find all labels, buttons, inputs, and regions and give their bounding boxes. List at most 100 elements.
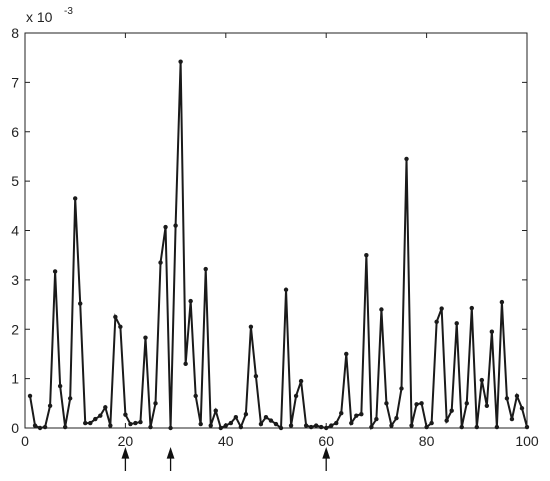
data-point — [268, 418, 274, 423]
data-point — [103, 405, 108, 410]
y-tick-label: 1 — [11, 371, 19, 387]
data-point — [439, 306, 444, 311]
data-point — [434, 319, 439, 325]
data-point — [479, 377, 485, 383]
data-point — [118, 324, 123, 329]
data-point — [329, 423, 334, 428]
arrow — [166, 446, 175, 471]
data-point — [409, 423, 414, 428]
data-point — [469, 305, 474, 311]
data-point — [349, 420, 354, 426]
data-point — [183, 361, 188, 367]
data-point — [47, 403, 53, 408]
data-point — [158, 260, 163, 265]
data-point — [173, 223, 178, 228]
data-point — [98, 413, 103, 418]
data-point — [394, 415, 399, 421]
data-point — [138, 419, 143, 425]
data-point — [379, 307, 384, 312]
y-scale-label: x 10 — [26, 9, 53, 25]
data-point — [88, 420, 93, 426]
data-point — [449, 408, 454, 413]
data-point — [37, 425, 43, 431]
data-point — [364, 252, 369, 258]
data-point — [263, 414, 269, 420]
data-point — [484, 403, 490, 408]
y-tick-label: 6 — [11, 124, 19, 140]
data-point — [52, 269, 58, 274]
data-point — [238, 424, 244, 430]
y-tick-label: 3 — [11, 272, 19, 288]
data-point — [313, 423, 319, 428]
data-point — [298, 378, 304, 384]
data-point — [384, 401, 389, 406]
x-tick-label: 20 — [118, 433, 134, 449]
data-point — [424, 424, 429, 430]
data-point — [188, 298, 193, 304]
arrow — [121, 446, 130, 471]
data-point — [389, 423, 394, 428]
data-point — [253, 373, 259, 379]
data-point — [303, 423, 309, 428]
data-point — [354, 413, 359, 418]
data-point — [168, 425, 173, 431]
y-tick-label: 4 — [11, 223, 19, 239]
data-point — [369, 424, 374, 430]
data-point — [494, 424, 500, 430]
y-tick-label: 5 — [11, 173, 19, 189]
data-point — [248, 324, 254, 329]
data-point — [143, 335, 148, 340]
data-point — [27, 393, 33, 399]
data-point — [324, 425, 329, 431]
data-point — [293, 393, 299, 399]
data-point — [203, 266, 208, 272]
data-point — [399, 386, 404, 391]
data-point — [404, 156, 409, 162]
data-point — [334, 420, 339, 426]
data-point — [148, 424, 153, 430]
data-point — [233, 414, 239, 420]
data-point — [57, 383, 63, 389]
data-point — [474, 424, 479, 430]
data-point — [193, 393, 198, 399]
data-point — [208, 423, 213, 428]
data-point — [359, 411, 364, 417]
x-tick-label: 40 — [218, 433, 234, 449]
data-point — [288, 423, 294, 428]
y-tick-label: 0 — [11, 420, 19, 436]
data-point — [228, 420, 234, 426]
data-point — [108, 423, 113, 428]
data-point — [32, 423, 38, 428]
data-point — [278, 425, 284, 431]
x-tick-label: 0 — [21, 433, 29, 449]
data-point — [42, 424, 48, 430]
data-point — [62, 424, 68, 430]
data-point — [128, 421, 133, 427]
data-point — [123, 412, 128, 417]
data-point — [73, 196, 78, 201]
x-tick-label: 80 — [419, 433, 435, 449]
data-point — [223, 423, 228, 428]
data-point — [514, 393, 520, 399]
y-tick-label: 2 — [11, 321, 19, 337]
data-point — [344, 351, 349, 357]
data-point — [243, 411, 249, 417]
data-point — [519, 406, 525, 411]
data-point — [258, 421, 264, 427]
data-point — [504, 396, 510, 401]
data-point — [429, 420, 434, 426]
data-point — [414, 402, 419, 407]
arrow — [322, 446, 331, 471]
y-tick-label: 7 — [11, 74, 19, 90]
y-tick-label: 8 — [11, 25, 19, 41]
data-point — [318, 424, 324, 430]
data-point — [308, 424, 314, 430]
data-point — [213, 408, 218, 413]
data-point — [218, 425, 223, 431]
data-point — [83, 420, 88, 426]
data-point — [339, 410, 344, 416]
data-point — [198, 421, 203, 427]
data-point — [374, 416, 379, 422]
data-line — [29, 61, 528, 431]
